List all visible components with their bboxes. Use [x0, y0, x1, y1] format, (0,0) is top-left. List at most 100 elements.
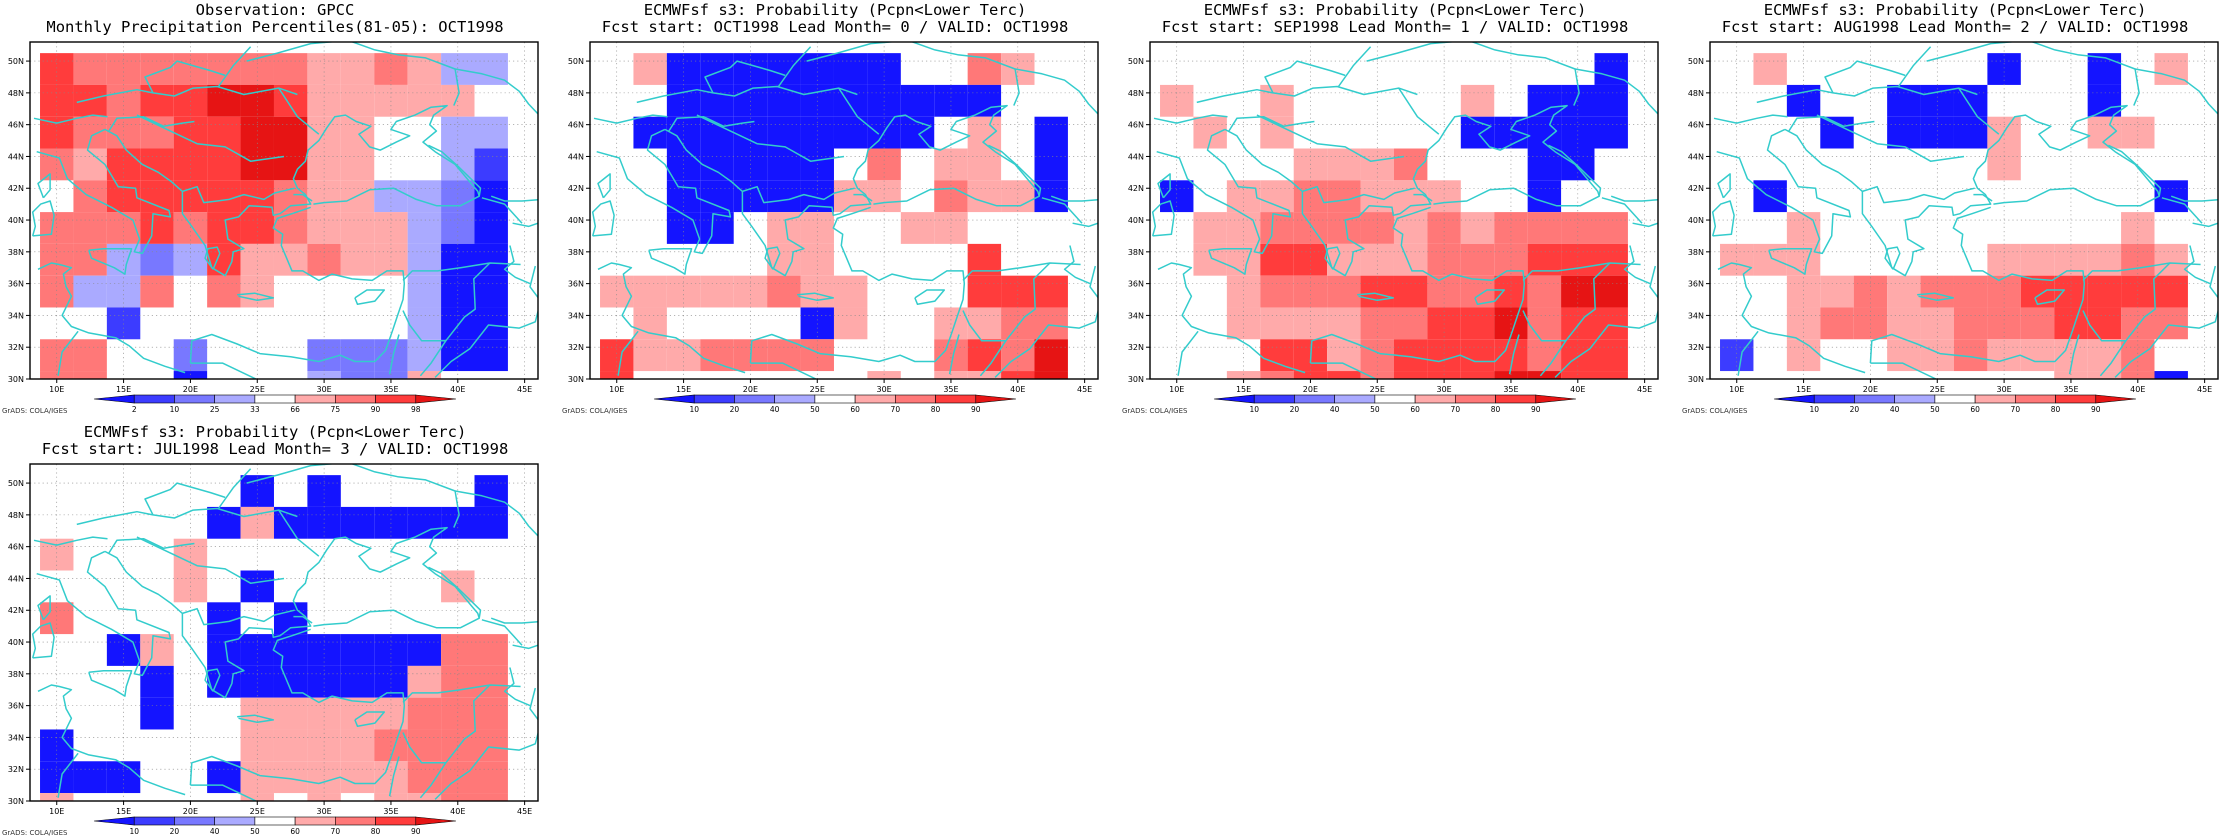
lon-label: 35E [2063, 385, 2078, 394]
grid-cell [1460, 339, 1495, 372]
legend-swatch [854, 394, 896, 404]
coastline [402, 684, 521, 703]
coastline [1366, 42, 1580, 106]
legend-swatch [1374, 394, 1416, 404]
grid-cell [207, 761, 241, 794]
panel-title: ECMWFsf s3: Probability (Pcpn<Lower Terc… [1203, 1, 1587, 19]
coastline [2082, 262, 2171, 342]
grid-cell [1327, 371, 1361, 379]
map-frame [29, 463, 539, 802]
coastline [1151, 200, 1175, 237]
panel-title: ECMWFsf s3: Probability (Pcpn<Lower Terc… [643, 1, 1027, 19]
coastline [217, 468, 252, 509]
coastline [293, 193, 313, 202]
grid-cell [474, 761, 508, 794]
lat-label: 50N [8, 57, 24, 66]
coastline [136, 536, 285, 584]
lat-label: 46N [8, 121, 24, 130]
grid-cell [240, 729, 274, 762]
grid-cell [407, 307, 442, 340]
grid-cell [1920, 275, 1954, 308]
grid-cell [1327, 243, 1361, 276]
grid-cell [240, 697, 274, 730]
grid-cell [1460, 243, 1495, 276]
panel-title: ECMWFsf s3: Probability (Pcpn<Lower Terc… [1763, 1, 2147, 19]
coastline [979, 340, 1007, 377]
coastline [31, 622, 55, 659]
grid-cell [340, 371, 375, 379]
legend-label: 80 [931, 405, 941, 414]
lat-label: 44N [8, 574, 24, 583]
legend-swatch [2015, 394, 2056, 404]
grid-cell [1034, 339, 1068, 372]
grid-cell [1460, 84, 1495, 117]
coastline [246, 464, 460, 528]
grid-cell [666, 53, 701, 85]
coastline [354, 711, 386, 728]
grid-cell [1594, 339, 1628, 372]
coastline [76, 507, 298, 526]
grid-cell [474, 665, 508, 698]
coastline [490, 195, 538, 202]
grid-cell [407, 697, 442, 730]
legend-swatch [375, 816, 417, 826]
panel-forecast-lead-1: ECMWFsf s3: Probability (Pcpn<Lower Terc… [1120, 0, 1670, 418]
coastline [388, 756, 400, 797]
legend-label: 60 [1970, 405, 1980, 414]
legend-swatch [214, 816, 256, 826]
coastline [1522, 262, 1611, 342]
coastline [2114, 265, 2218, 378]
grid-cell [140, 180, 174, 213]
grid-cell [207, 243, 241, 276]
grid-cell [1393, 275, 1428, 308]
legend-label: 90 [1531, 405, 1541, 414]
legend-label: 90 [2091, 405, 2101, 414]
grid-cell [1260, 84, 1294, 117]
lon-label: 10E [49, 385, 64, 394]
lon-label: 10E [1169, 385, 1184, 394]
lon-label: 45E [1637, 385, 1652, 394]
grid-cell [240, 665, 274, 698]
grid-cell [1594, 84, 1628, 117]
grid-cell [2087, 371, 2122, 379]
grid-cell [407, 506, 442, 539]
grid-cell [407, 180, 442, 213]
grid-cell [207, 275, 241, 308]
grid-cell [700, 180, 734, 213]
lon-label: 40E [450, 807, 465, 816]
grid-cell [441, 275, 475, 308]
lon-label: 25E [250, 385, 265, 394]
legend-label: 25 [210, 405, 220, 414]
grid-cell [1193, 116, 1227, 149]
grid-cell [1786, 275, 1821, 308]
lat-label: 42N [568, 184, 584, 193]
grid-cell [900, 212, 935, 244]
grid-cell [1260, 243, 1294, 276]
legend-label: 40 [1330, 405, 1340, 414]
lon-label: 35E [943, 385, 958, 394]
legend-label: 33 [250, 405, 260, 414]
grid-cell [407, 729, 442, 762]
grid-cell [700, 116, 734, 149]
coastline [428, 144, 482, 197]
legend-label: 80 [1491, 405, 1501, 414]
coastline [1309, 206, 1526, 364]
coastline [31, 200, 55, 237]
grid-cell [767, 116, 801, 149]
grid-cell [273, 180, 308, 213]
coastline [2183, 245, 2211, 285]
coastline [419, 340, 447, 377]
legend-swatch [1495, 394, 1537, 404]
grid-cell [800, 243, 834, 276]
panel-subtitle: Monthly Precipitation Percentiles(81-05)… [46, 18, 504, 36]
coastline [1539, 340, 1567, 377]
coastline [1784, 104, 2160, 277]
coastline [1554, 265, 1658, 378]
grid-cell [1393, 371, 1428, 379]
grid-cell [2087, 307, 2122, 340]
coastline [2099, 340, 2127, 377]
lon-label: 30E [316, 385, 331, 394]
legend-label: 90 [371, 405, 381, 414]
grid-cell [700, 212, 734, 244]
grid-cell [1527, 307, 1562, 340]
